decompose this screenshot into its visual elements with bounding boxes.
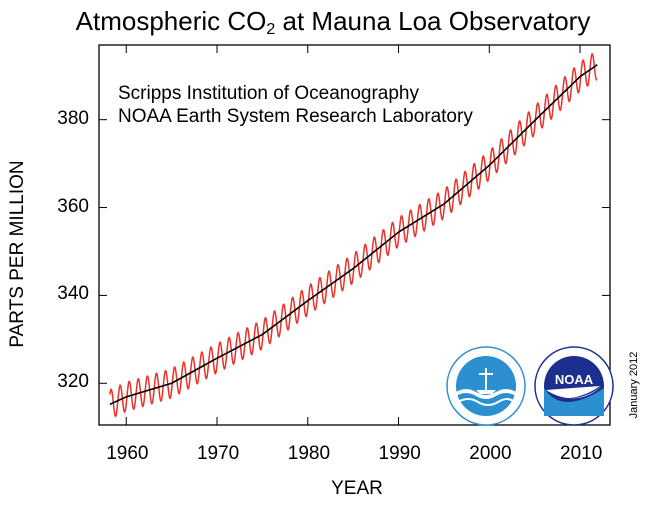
credit-scripps: Scripps Institution of Oceanography: [118, 83, 420, 104]
x-axis-label: YEAR: [331, 478, 383, 499]
x-tick-label: 2000: [469, 443, 512, 464]
x-tick-label: 1980: [287, 443, 331, 464]
y-tick-label: 360: [57, 195, 89, 217]
chart-title: Atmospheric CO2 at Mauna Loa Observatory: [75, 6, 591, 38]
y-tick-label: 340: [57, 283, 89, 305]
sio-seal-logo: [446, 346, 526, 431]
x-tick-label: 1990: [378, 443, 421, 464]
y-tick-label: 320: [57, 371, 89, 393]
y-tick-label: 380: [57, 107, 89, 129]
trend-co2-line: [109, 64, 598, 406]
x-tick-label: 2010: [560, 443, 603, 464]
x-tick-label: 1970: [196, 443, 240, 464]
monthly-co2-line: [109, 52, 598, 418]
noaa-logo: NOAA: [534, 346, 614, 431]
credit-noaa: NOAA Earth System Research Laboratory: [118, 106, 473, 127]
plot-frame: [98, 44, 611, 426]
x-tick-label: 1960: [106, 443, 149, 464]
svg-text:NOAA: NOAA: [555, 372, 594, 387]
